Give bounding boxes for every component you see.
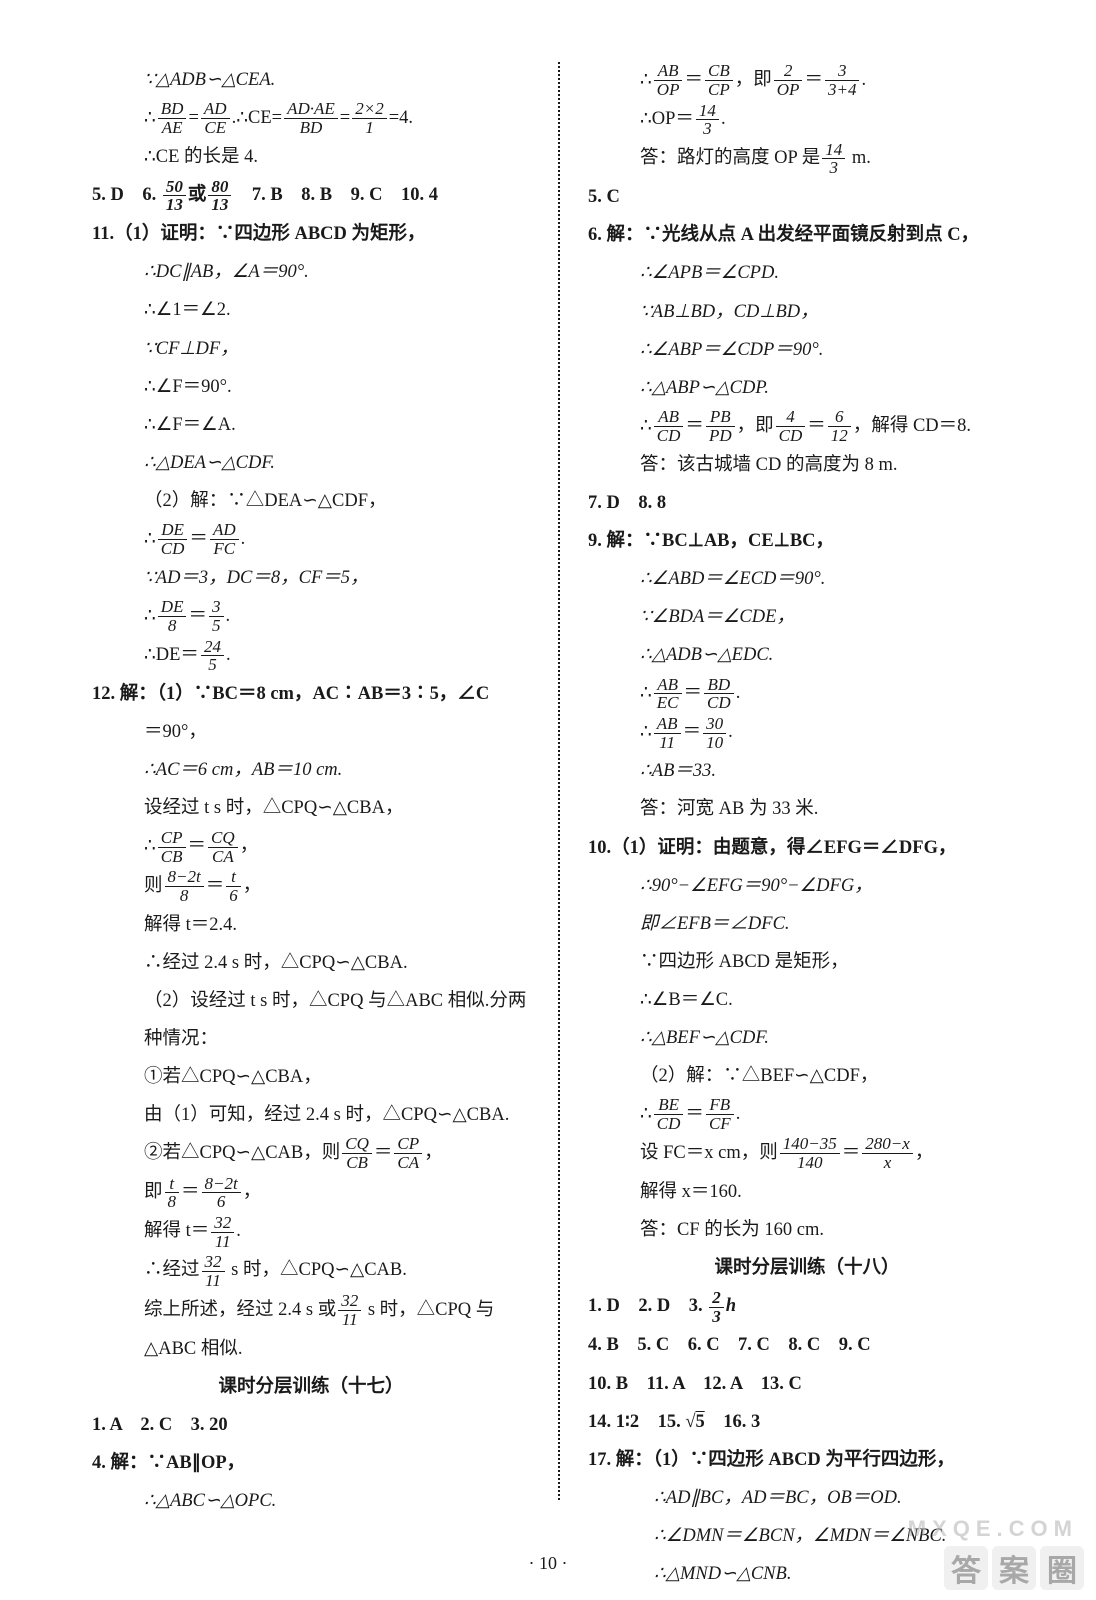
line: 答：CF 的长为 160 cm. bbox=[588, 1212, 1026, 1248]
line: ∴△BEF∽△CDF. bbox=[588, 1020, 1026, 1056]
line: ②若△CPQ∽△CAB，则CQCB＝CPCA， bbox=[92, 1135, 530, 1172]
line: ∴AC＝6 cm，AB＝10 cm. bbox=[92, 752, 530, 788]
line: 种情况： bbox=[92, 1021, 530, 1057]
line: ∵AD＝3，DC＝8，CF＝5， bbox=[92, 560, 530, 596]
line: ∵四边形 ABCD 是矩形， bbox=[588, 944, 1026, 980]
answer-row: 5. C bbox=[588, 179, 1026, 215]
line: ∴△ABC∽△OPC. bbox=[92, 1483, 530, 1519]
line: ∴BDAE=ADCE.∴CE=AD·AEBD=2×21=4. bbox=[92, 100, 530, 137]
line: ∴ABOP＝CBCP，即2OP＝33+4. bbox=[588, 62, 1026, 99]
line: ∴∠APB＝∠CPD. bbox=[588, 255, 1026, 291]
line: ∴ABEC＝BDCD. bbox=[588, 675, 1026, 712]
line: （2）解：∵△BEF∽△CDF， bbox=[588, 1058, 1026, 1094]
section-heading-18: 课时分层训练（十八） bbox=[588, 1250, 1026, 1286]
line: 设经过 t s 时，△CPQ∽△CBA， bbox=[92, 790, 530, 826]
line: 答：河宽 AB 为 33 米. bbox=[588, 791, 1026, 827]
line: 由（1）可知，经过 2.4 s 时，△CPQ∽△CBA. bbox=[92, 1097, 530, 1133]
left-column: ∵△ADB∽△CEA. ∴BDAE=ADCE.∴CE=AD·AEBD=2×21=… bbox=[92, 62, 530, 1500]
line: ∴ABCD＝PBPD，即4CD＝612，解得 CD＝8. bbox=[588, 408, 1026, 445]
line: 解得 x＝160. bbox=[588, 1174, 1026, 1210]
watermark-char: 案 bbox=[992, 1546, 1036, 1590]
line: 则8−2t8＝t6， bbox=[92, 868, 530, 905]
page-number: · 10 · bbox=[0, 1553, 1096, 1574]
line: 即∠EFB＝∠DFC. bbox=[588, 906, 1026, 942]
watermark-url: MXQE.COM bbox=[908, 1516, 1078, 1542]
line: ∴∠ABD＝∠ECD＝90°. bbox=[588, 561, 1026, 597]
line: ∴∠1＝∠2. bbox=[92, 292, 530, 328]
line: 4. 解：∵AB∥OP， bbox=[92, 1445, 530, 1481]
answer-row: 1. A 2. C 3. 20 bbox=[92, 1407, 530, 1443]
answer-row: 4. B 5. C 6. C 7. C 8. C 9. C bbox=[588, 1327, 1026, 1363]
line: 答：该古城墙 CD 的高度为 8 m. bbox=[588, 447, 1026, 483]
section-heading-17: 课时分层训练（十七） bbox=[92, 1369, 530, 1405]
answer-row: 5. D 6. 5013或8013 7. B 8. B 9. C 10. 4 bbox=[92, 177, 530, 214]
answer-row: 1. D 2. D 3. 23h bbox=[588, 1288, 1026, 1325]
line: 综上所述，经过 2.4 s 或3211 s 时，△CPQ 与 bbox=[92, 1292, 530, 1329]
line: ∴BECD＝FBCF. bbox=[588, 1096, 1026, 1133]
watermark-char: 答 bbox=[944, 1546, 988, 1590]
line: ∵△ADB∽△CEA. bbox=[92, 62, 530, 98]
line: ∴CE 的长是 4. bbox=[92, 139, 530, 175]
line: ∵AB⊥BD，CD⊥BD， bbox=[588, 294, 1026, 330]
line: 11.（1）证明：∵四边形 ABCD 为矩形， bbox=[92, 216, 530, 252]
answer-row: 10. B 11. A 12. A 13. C bbox=[588, 1366, 1026, 1402]
line: ∴DE＝245. bbox=[92, 637, 530, 674]
line: ∵∠BDA＝∠CDE， bbox=[588, 599, 1026, 635]
line: ∴∠B＝∠C. bbox=[588, 982, 1026, 1018]
right-column: ∴ABOP＝CBCP，即2OP＝33+4. ∴OP＝143. 答：路灯的高度 O… bbox=[588, 62, 1026, 1500]
line: 即t8＝8−2t6， bbox=[92, 1174, 530, 1211]
line: ∴90°−∠EFG＝90°−∠DFG， bbox=[588, 868, 1026, 904]
watermark-badge: 答 案 圈 bbox=[944, 1546, 1084, 1590]
line: ∴DC∥AB，∠A＝90°. bbox=[92, 254, 530, 290]
line: ∴△ADB∽△EDC. bbox=[588, 637, 1026, 673]
line: 设 FC＝x cm，则140−35140＝280−xx， bbox=[588, 1135, 1026, 1172]
line: 6. 解：∵光线从点 A 出发经平面镜反射到点 C， bbox=[588, 217, 1026, 253]
line: （2）设经过 t s 时，△CPQ 与△ABC 相似.分两 bbox=[92, 983, 530, 1019]
line: ①若△CPQ∽△CBA， bbox=[92, 1059, 530, 1095]
line: ∴AB＝33. bbox=[588, 753, 1026, 789]
line: ∴∠F＝∠A. bbox=[92, 407, 530, 443]
line: 答：路灯的高度 OP 是143 m. bbox=[588, 140, 1026, 177]
line: ∴DE8＝35. bbox=[92, 598, 530, 635]
column-divider bbox=[558, 62, 560, 1500]
line: ∴经过 2.4 s 时，△CPQ∽△CBA. bbox=[92, 945, 530, 981]
watermark-char: 圈 bbox=[1040, 1546, 1084, 1590]
line: ∴经过3211 s 时，△CPQ∽△CAB. bbox=[92, 1252, 530, 1289]
line: 10.（1）证明：由题意，得∠EFG＝∠DFG， bbox=[588, 830, 1026, 866]
answer-row: 7. D 8. 8 bbox=[588, 485, 1026, 521]
line: 解得 t＝2.4. bbox=[92, 907, 530, 943]
line: ＝90°， bbox=[92, 714, 530, 750]
line: ∴AB11＝3010. bbox=[588, 714, 1026, 751]
line: ∴CPCB＝CQCA， bbox=[92, 828, 530, 865]
line: 解得 t＝3211. bbox=[92, 1213, 530, 1250]
line: 17. 解：（1）∵四边形 ABCD 为平行四边形， bbox=[588, 1442, 1026, 1478]
line: △ABC 相似. bbox=[92, 1331, 530, 1367]
line: 12. 解：（1）∵BC＝8 cm，AC∶AB＝3∶5，∠C bbox=[92, 676, 530, 712]
line: ∴OP＝143. bbox=[588, 101, 1026, 138]
answer-row: 14. 1∶2 15. √5 16. 3 bbox=[588, 1404, 1026, 1440]
page-columns: ∵△ADB∽△CEA. ∴BDAE=ADCE.∴CE=AD·AEBD=2×21=… bbox=[0, 0, 1096, 1540]
line: ∴AD∥BC，AD＝BC，OB＝OD. bbox=[588, 1480, 1026, 1516]
line: ∴∠F＝90°. bbox=[92, 369, 530, 405]
line: ∴△ABP∽△CDP. bbox=[588, 370, 1026, 406]
line: ∴DECD＝ADFC. bbox=[92, 521, 530, 558]
line: ∴△DEA∽△CDF. bbox=[92, 445, 530, 481]
line: 9. 解：∵BC⊥AB，CE⊥BC， bbox=[588, 523, 1026, 559]
line: ∵CF⊥DF， bbox=[92, 331, 530, 367]
line: （2）解：∵△DEA∽△CDF， bbox=[92, 483, 530, 519]
line: ∴∠ABP＝∠CDP＝90°. bbox=[588, 332, 1026, 368]
